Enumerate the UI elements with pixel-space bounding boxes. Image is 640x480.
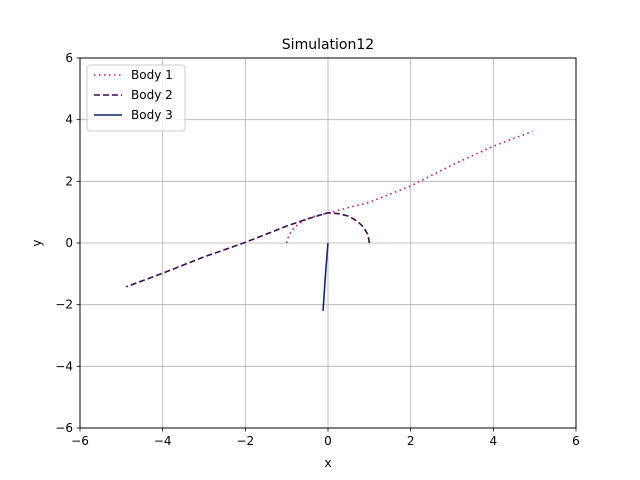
legend-label: Body 1 [131, 68, 173, 82]
x-tick-label: −2 [236, 434, 254, 448]
y-tick-label: −6 [55, 421, 73, 435]
x-tick-label: 2 [407, 434, 415, 448]
x-tick-label: −6 [71, 434, 89, 448]
x-tick-label: −4 [154, 434, 172, 448]
chart-title: Simulation12 [282, 37, 374, 53]
series-line-body-2 [126, 211, 371, 288]
y-tick-label: 0 [65, 236, 73, 250]
y-tick-label: −2 [55, 298, 73, 312]
legend-label: Body 3 [131, 108, 173, 122]
legend-label: Body 2 [131, 88, 173, 102]
axis-ticks: −6 −4 −2 0 2 4 6 −6 −4 −2 0 2 4 6 [55, 51, 580, 448]
series-line-body-1 [285, 130, 533, 244]
legend: Body 1 Body 2 Body 3 [86, 64, 186, 132]
y-axis-label: y [30, 239, 44, 246]
y-tick-label: −4 [55, 359, 73, 373]
x-axis-label: x [324, 456, 331, 470]
series-line-body-3 [322, 242, 329, 311]
x-tick-label: 0 [324, 434, 332, 448]
y-tick-label: 4 [65, 113, 73, 127]
x-tick-label: 6 [572, 434, 580, 448]
y-tick-label: 2 [65, 174, 73, 188]
x-tick-label: 4 [490, 434, 498, 448]
plot-series [126, 130, 533, 311]
y-tick-label: 6 [65, 51, 73, 65]
